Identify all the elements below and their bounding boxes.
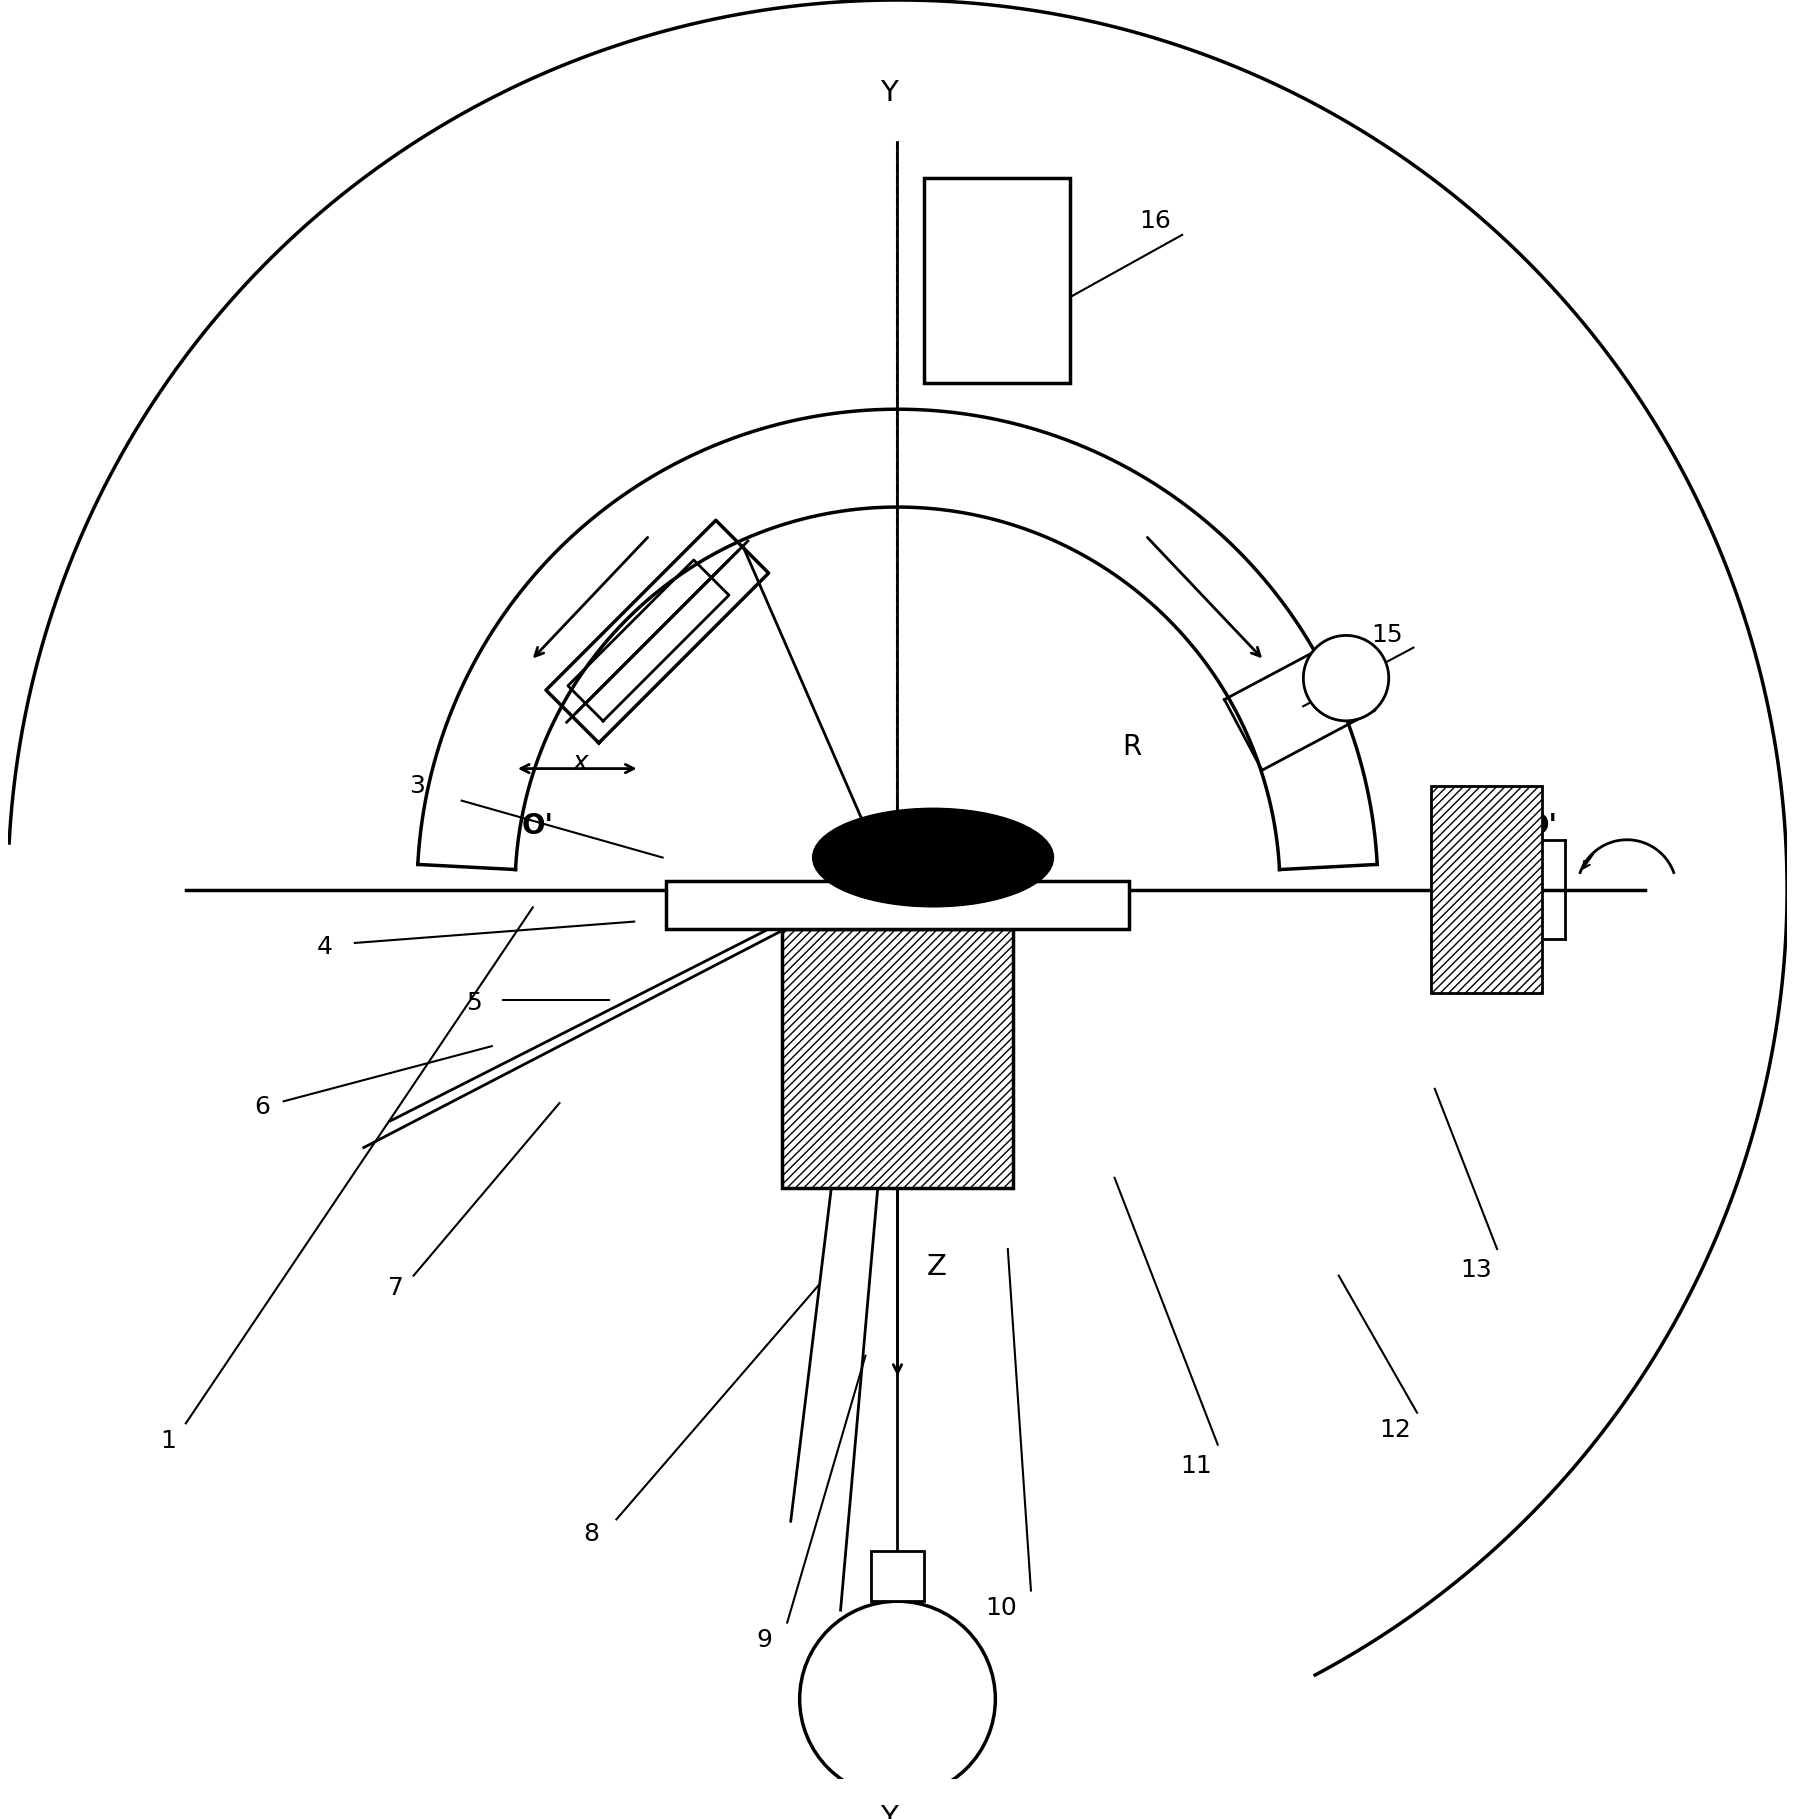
Text: 11: 11	[1181, 1453, 1212, 1479]
Bar	[666, 880, 1129, 930]
Text: 16: 16	[1140, 209, 1172, 233]
Text: 13: 13	[1459, 1259, 1492, 1282]
Text: Z: Z	[926, 1253, 946, 1281]
Bar	[924, 178, 1070, 382]
Text: 7: 7	[388, 1277, 404, 1301]
Text: x: x	[573, 749, 589, 777]
Text: O: O	[912, 811, 935, 840]
Text: 1: 1	[160, 1430, 176, 1453]
Text: 15: 15	[1371, 624, 1402, 648]
Text: 8: 8	[583, 1523, 600, 1546]
Ellipse shape	[813, 809, 1054, 906]
Text: O': O'	[522, 811, 555, 840]
Text: 5: 5	[467, 991, 481, 1015]
Text: R: R	[1122, 733, 1142, 760]
Text: 3: 3	[409, 775, 425, 799]
Text: 6: 6	[255, 1095, 271, 1119]
Text: 12: 12	[1380, 1419, 1411, 1442]
Text: 9: 9	[756, 1628, 772, 1652]
Bar	[1431, 786, 1542, 993]
Text: Y: Y	[880, 78, 898, 107]
Bar	[871, 1552, 924, 1601]
Text: Y: Y	[880, 1804, 898, 1819]
Text: 10: 10	[985, 1597, 1016, 1621]
Text: 4: 4	[316, 935, 332, 959]
Bar	[783, 930, 1012, 1188]
Circle shape	[1303, 635, 1389, 720]
Text: O': O'	[1526, 811, 1558, 840]
Circle shape	[799, 1601, 996, 1797]
